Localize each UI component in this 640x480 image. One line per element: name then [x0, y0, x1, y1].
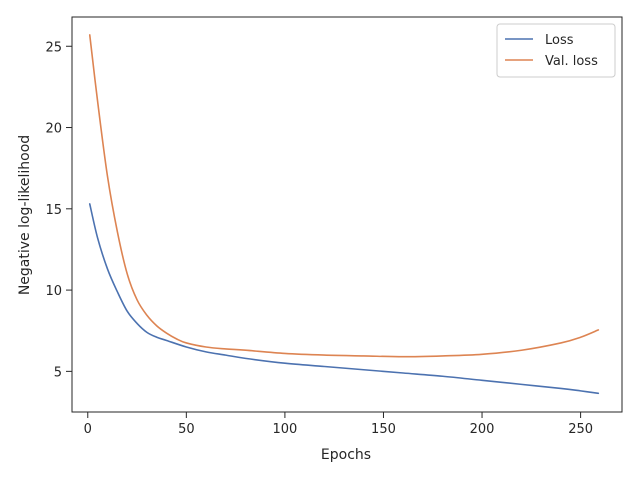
legend: Loss Val. loss [496, 23, 616, 78]
ticks-layer: 0 50 100 150 200 250 5 10 15 20 25 [45, 40, 593, 437]
x-axis-label: Epochs [321, 447, 371, 463]
series-layer [88, 34, 600, 395]
plot-area [71, 16, 623, 413]
legend-label: Loss [545, 33, 574, 48]
x-tick-label: 200 [470, 422, 495, 437]
y-axis-label: Negative log-likelihood [17, 135, 33, 295]
plot-frame [71, 16, 623, 413]
x-tick-label: 150 [371, 422, 396, 437]
y-tick-label: 5 [54, 365, 62, 380]
y-tick-label: 25 [45, 40, 62, 55]
x-tick-label: 100 [272, 422, 297, 437]
series-line-val-loss [88, 34, 600, 358]
x-tick-label: 250 [568, 422, 593, 437]
x-tick-label: 0 [84, 422, 92, 437]
x-tick-label: 50 [178, 422, 195, 437]
legend-label: Val. loss [545, 54, 598, 69]
y-tick-label: 10 [45, 284, 62, 299]
legend-box [496, 23, 616, 78]
y-tick-label: 20 [45, 122, 62, 137]
y-tick-label: 15 [45, 203, 62, 218]
series-line-loss [88, 203, 600, 395]
